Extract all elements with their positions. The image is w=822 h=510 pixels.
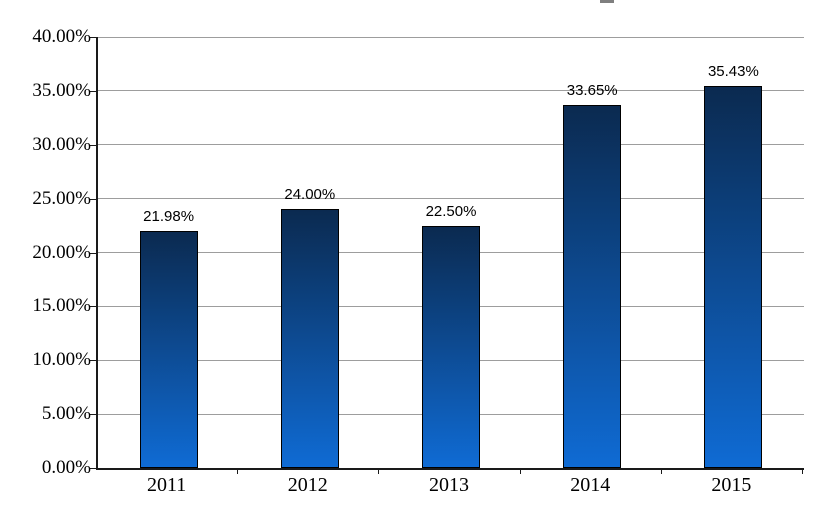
gridline <box>98 90 804 92</box>
bar-2012 <box>280 209 339 468</box>
gridline <box>98 36 804 38</box>
y-axis-tick <box>90 37 96 38</box>
x-axis-label: 2013 <box>429 474 469 496</box>
y-axis-tick <box>90 198 96 200</box>
y-axis-label: 0.00% <box>41 457 91 478</box>
gridline <box>98 144 804 146</box>
x-axis-label: 2011 <box>146 474 187 496</box>
x-axis-tick <box>802 468 803 474</box>
y-axis-tick <box>90 252 96 254</box>
bar-value-label: 21.98% <box>143 208 195 226</box>
x-axis-label: 2014 <box>570 474 611 496</box>
bar-2011 <box>139 231 198 468</box>
x-axis-tick <box>660 468 662 474</box>
bar-value-label: 33.65% <box>566 82 618 100</box>
bar-2013 <box>422 225 480 468</box>
y-axis-tick <box>90 144 96 146</box>
bar-2015 <box>704 86 763 468</box>
bar-value-label: 24.00% <box>284 186 336 204</box>
gridline <box>98 198 804 200</box>
y-axis-tick <box>90 360 96 362</box>
y-axis-tick <box>90 306 96 308</box>
y-axis-tick <box>90 90 96 92</box>
y-axis-label: 20.00% <box>32 241 91 263</box>
y-axis-tick <box>90 468 96 469</box>
y-axis-label: 25.00% <box>32 187 91 209</box>
y-axis-label: 10.00% <box>32 349 91 371</box>
y-axis-label: 35.00% <box>32 79 91 101</box>
y-axis-label: 40.00% <box>32 26 91 47</box>
bar-2014 <box>563 105 622 468</box>
x-axis-tick <box>378 468 380 474</box>
bar-value-label: 22.50% <box>425 202 477 220</box>
plot-area: 21.98% 24.00% 22.50% 33.65% 35.43% <box>96 36 804 470</box>
y-axis-tick <box>90 414 96 416</box>
y-axis-label: 15.00% <box>32 295 91 317</box>
y-axis-label: 30.00% <box>32 133 91 155</box>
bar-value-label: 35.43% <box>707 63 759 81</box>
x-axis-label: 2015 <box>711 474 752 496</box>
x-axis-tick <box>237 468 239 474</box>
x-axis-label: 2012 <box>287 474 328 496</box>
x-axis-tick <box>519 468 521 474</box>
clipped-title-fragment <box>600 0 614 3</box>
y-axis-label: 5.00% <box>41 403 91 425</box>
